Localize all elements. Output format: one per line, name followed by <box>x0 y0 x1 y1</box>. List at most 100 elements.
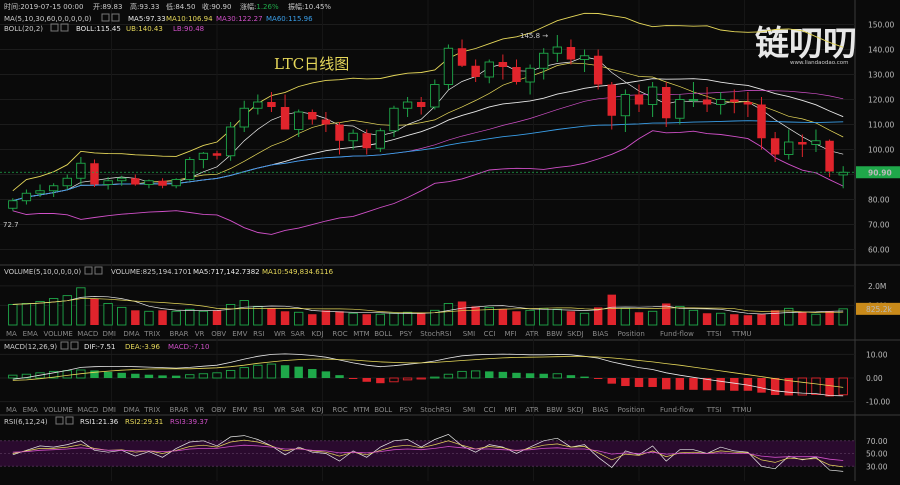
indicator-tab-smi[interactable]: SMI <box>463 330 476 338</box>
indicator-tab-boll[interactable]: BOLL <box>374 330 392 338</box>
macd-histogram-bar <box>321 371 331 378</box>
volume-bar <box>225 303 236 326</box>
indicator-tab-rsi[interactable]: RSI <box>253 406 264 414</box>
indicator-tab-stochrsi[interactable]: StochRSI <box>420 406 451 414</box>
macd-tick-label: 0.00 <box>866 374 883 383</box>
volume-bar <box>171 310 181 326</box>
indicator-tab-roc[interactable]: ROC <box>332 330 347 338</box>
indicator-tab-bbw[interactable]: BBW <box>546 406 562 414</box>
indicator-tab-fund-flow[interactable]: Fund-flow <box>660 330 694 338</box>
macd-histogram-bar <box>21 373 32 379</box>
candle-body <box>662 87 671 119</box>
indicator-tab-wr[interactable]: WR <box>274 330 286 338</box>
macd-settings-box[interactable] <box>60 341 69 350</box>
rsi3-line <box>12 444 844 461</box>
indicator-tab-ema[interactable]: EMA <box>23 406 38 414</box>
volume-close-box[interactable] <box>94 266 103 275</box>
indicator-tab-obv[interactable]: OBV <box>211 406 226 414</box>
indicator-tab-psy[interactable]: PSY <box>399 406 413 414</box>
indicator-tab-emv[interactable]: EMV <box>232 330 247 338</box>
indicator-tab-wr[interactable]: WR <box>274 406 286 414</box>
indicator-tab-trix[interactable]: TRIX <box>143 406 160 414</box>
ohlc-header: 时间:2019-07-15 00:00 开:89.83 高:93.33 低:84… <box>4 2 331 33</box>
candle-body <box>607 84 616 116</box>
indicator-tab-vr[interactable]: VR <box>195 330 205 338</box>
indicator-tab-smi[interactable]: SMI <box>463 406 476 414</box>
macd-histogram-bar <box>131 373 140 378</box>
indicator-tab-emv[interactable]: EMV <box>232 406 247 414</box>
indicator-tab-ttmu[interactable]: TTMU <box>731 406 752 414</box>
indicator-tab-sar[interactable]: SAR <box>291 330 305 338</box>
indicator-tab-macd[interactable]: MACD <box>77 406 98 414</box>
indicator-tab-bias[interactable]: BIAS <box>592 406 609 414</box>
indicator-tab-roc[interactable]: ROC <box>332 406 347 414</box>
indicator-tab-dmi[interactable]: DMI <box>103 330 117 338</box>
indicator-tab-kdj[interactable]: KDJ <box>312 330 324 338</box>
candle-body <box>634 94 644 105</box>
volume-ma5: MA5:717,142.7382 <box>193 268 260 276</box>
indicator-tab-brar[interactable]: BRAR <box>170 330 189 338</box>
indicator-tab-mfi[interactable]: MFI <box>505 330 517 338</box>
macd-histogram-bar <box>512 372 521 378</box>
indicator-tab-bias[interactable]: BIAS <box>592 330 609 338</box>
indicator-tab-stochrsi[interactable]: StochRSI <box>420 330 451 338</box>
indicator-tab-position[interactable]: Position <box>618 330 645 338</box>
candle-body <box>784 141 794 155</box>
indicator-tab-kdj[interactable]: KDJ <box>312 406 324 414</box>
indicator-tab-mtm[interactable]: MTM <box>353 330 369 338</box>
indicator-tab-fund-flow[interactable]: Fund-flow <box>660 406 694 414</box>
indicator-tab-skdj[interactable]: SKDJ <box>567 406 584 414</box>
indicator-tab-trix[interactable]: TRIX <box>143 330 160 338</box>
volume-settings-box[interactable] <box>84 266 93 275</box>
indicator-tab-bbw[interactable]: BBW <box>546 330 562 338</box>
macd-params: MACD(12,26,9) <box>4 343 57 351</box>
indicator-tab-ttsi[interactable]: TTSI <box>706 330 722 338</box>
volume-bar <box>117 306 127 326</box>
ma-settings-box[interactable] <box>101 13 110 22</box>
indicator-tab-boll[interactable]: BOLL <box>374 406 392 414</box>
macd-close-box[interactable] <box>70 341 79 350</box>
high-annotation: 145.8 → <box>520 32 548 40</box>
indicator-tab-position[interactable]: Position <box>618 406 645 414</box>
candle-body <box>471 65 480 77</box>
indicator-tab-dma[interactable]: DMA <box>123 406 139 414</box>
indicator-tab-cci[interactable]: CCI <box>484 406 496 414</box>
indicator-tab-sar[interactable]: SAR <box>291 406 305 414</box>
indicator-tab-mfi[interactable]: MFI <box>505 406 517 414</box>
indicator-tab-vr[interactable]: VR <box>195 406 205 414</box>
indicator-tab-ma[interactable]: MA <box>6 406 17 414</box>
volume-bar <box>770 310 780 325</box>
indicator-tab-mtm[interactable]: MTM <box>353 406 369 414</box>
indicator-tab-atr[interactable]: ATR <box>525 406 539 414</box>
rsi-close-box[interactable] <box>65 416 74 425</box>
indicator-tab-macd[interactable]: MACD <box>77 330 98 338</box>
indicator-tab-volume[interactable]: VOLUME <box>44 406 73 414</box>
candle-body <box>838 171 848 176</box>
indicator-tab-psy[interactable]: PSY <box>399 330 413 338</box>
volume-bar <box>212 310 222 325</box>
indicator-tab-atr[interactable]: ATR <box>525 330 539 338</box>
indicator-tab-rsi[interactable]: RSI <box>253 330 264 338</box>
indicator-tab-skdj[interactable]: SKDJ <box>567 330 584 338</box>
rsi-settings-box[interactable] <box>55 416 64 425</box>
indicator-tab-ema[interactable]: EMA <box>23 330 38 338</box>
indicator-tab-cci[interactable]: CCI <box>484 330 496 338</box>
ma-close-box[interactable] <box>111 13 120 22</box>
indicator-tab-dma[interactable]: DMA <box>123 330 139 338</box>
boll-settings-box[interactable] <box>50 23 59 32</box>
indicator-tab-ma[interactable]: MA <box>6 330 17 338</box>
indicator-tab-brar[interactable]: BRAR <box>170 406 189 414</box>
macd-histogram-bar <box>716 378 725 391</box>
indicator-tab-obv[interactable]: OBV <box>211 330 226 338</box>
change-label: 涨幅:1.26% <box>240 2 279 11</box>
boll-close-box[interactable] <box>60 23 69 32</box>
macd-histogram-bar <box>362 378 371 382</box>
indicator-tab-ttsi[interactable]: TTSI <box>706 406 722 414</box>
volume-bar <box>362 314 371 325</box>
candle-body <box>593 55 603 85</box>
candle-body <box>8 200 18 209</box>
indicator-tab-volume[interactable]: VOLUME <box>44 330 73 338</box>
candle-body <box>171 179 181 187</box>
indicator-tab-dmi[interactable]: DMI <box>103 406 117 414</box>
indicator-tab-ttmu[interactable]: TTMU <box>731 330 752 338</box>
